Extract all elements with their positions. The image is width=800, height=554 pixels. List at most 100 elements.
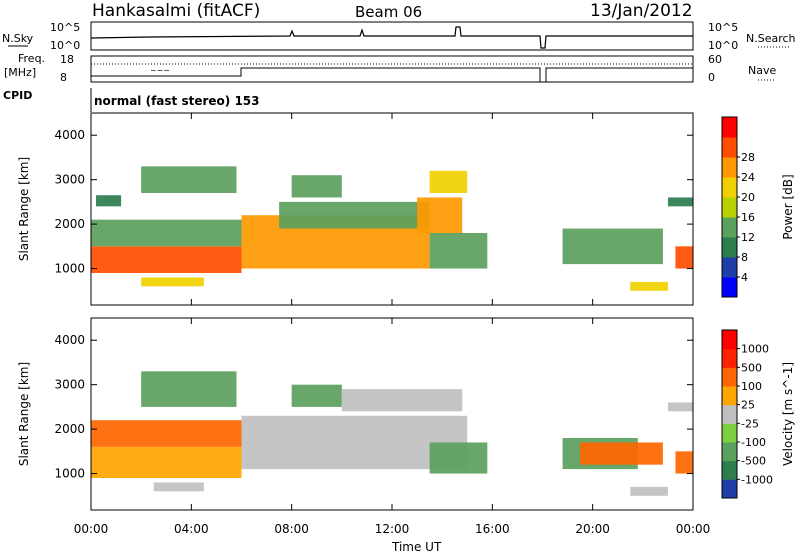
echo-region bbox=[667, 197, 693, 207]
date-label: 13/Jan/2012 bbox=[590, 1, 693, 21]
freq-noise-mark: ~~~ bbox=[150, 66, 170, 75]
echo-region bbox=[141, 371, 237, 407]
echo-region bbox=[291, 384, 342, 407]
y-tick-label: 2000 bbox=[54, 422, 85, 436]
echo-region bbox=[96, 195, 122, 207]
echo-region bbox=[341, 389, 463, 412]
colorbar-swatch bbox=[722, 157, 737, 178]
colorbar-swatch bbox=[722, 177, 737, 198]
nave-tick-high: 60 bbox=[708, 53, 722, 66]
y-tick-label: 4000 bbox=[54, 333, 85, 347]
cpid-text: normal (fast stereo) 153 bbox=[94, 94, 260, 108]
nave-tick-low: 0 bbox=[708, 71, 715, 84]
colorbar-tick-label: -100 bbox=[741, 436, 766, 449]
echo-region bbox=[562, 228, 663, 265]
colorbar-tick-label: 12 bbox=[741, 231, 755, 244]
colorbar-label: Power [dB] bbox=[781, 174, 795, 239]
colorbar-tick-label: 4 bbox=[741, 271, 748, 284]
echo-region bbox=[630, 486, 668, 496]
echo-region bbox=[291, 175, 342, 198]
echo-region bbox=[667, 402, 693, 412]
echo-region bbox=[91, 246, 242, 273]
velocity-colorbar: 1000 500 100 25 -25 -100 -500 -1000 Velocity [m … bbox=[721, 329, 795, 499]
nsky-label: N.Sky bbox=[2, 32, 34, 45]
echo-region bbox=[675, 246, 693, 269]
echo-region bbox=[153, 482, 204, 492]
noise-tick-high-left: 10^5 bbox=[50, 21, 80, 34]
colorbar-swatch bbox=[722, 197, 737, 218]
colorbar-swatch bbox=[722, 367, 737, 387]
station-title: Hankasalmi (fitACF) bbox=[92, 1, 260, 21]
colorbar-swatch bbox=[722, 348, 737, 368]
colorbar-swatch bbox=[722, 257, 737, 278]
y-tick-label: 2000 bbox=[54, 217, 85, 231]
echo-region bbox=[417, 197, 463, 233]
colorbar-tick-label: 24 bbox=[741, 171, 755, 184]
freq-trace bbox=[91, 67, 693, 83]
colorbar-tick-label: 25 bbox=[741, 399, 755, 412]
colorbar-swatch bbox=[722, 423, 737, 443]
x-tick-label: 12:00 bbox=[375, 522, 410, 536]
echo-region bbox=[630, 281, 668, 291]
echo-region bbox=[141, 277, 204, 287]
colorbar-label: Velocity [m s^-1] bbox=[781, 362, 795, 466]
plot-frame bbox=[90, 317, 694, 511]
noise-sky-trace bbox=[90, 26, 693, 49]
freq-tick-high: 18 bbox=[60, 53, 74, 66]
x-tick-label: 00:00 bbox=[676, 522, 711, 536]
y-tick-label: 4000 bbox=[54, 128, 85, 142]
x-tick-label: 00:00 bbox=[74, 522, 109, 536]
echo-region bbox=[91, 446, 242, 478]
echo-region bbox=[675, 451, 693, 474]
power-panel: 1000 2000 3000 4000 Slant Range [km] bbox=[17, 112, 694, 306]
nave-label: Nave bbox=[748, 64, 776, 77]
x-tick-label: 04:00 bbox=[174, 522, 209, 536]
colorbar-swatch bbox=[722, 137, 737, 158]
colorbar-swatch bbox=[722, 330, 737, 350]
colorbar-swatch bbox=[722, 404, 737, 424]
freq-tick-low: 8 bbox=[60, 71, 67, 84]
colorbar-tick-label: -1000 bbox=[741, 473, 773, 486]
time-axis: 00:00 04:00 08:00 12:00 16:00 20:00 00:00 bbox=[74, 522, 711, 536]
x-tick-label: 20:00 bbox=[575, 522, 610, 536]
colorbar-swatch bbox=[722, 277, 737, 298]
y-axis-label: Slant Range [km] bbox=[17, 157, 31, 261]
colorbar-swatch bbox=[722, 460, 737, 480]
noise-tick-low-left: 10^0 bbox=[50, 39, 80, 52]
y-tick-label: 3000 bbox=[54, 378, 85, 392]
beam-label: Beam 06 bbox=[355, 3, 422, 21]
colorbar-swatch bbox=[722, 442, 737, 462]
freq-label-2: [MHz] bbox=[4, 66, 36, 79]
x-axis-label: Time UT bbox=[391, 540, 442, 554]
y-tick-label: 1000 bbox=[54, 467, 85, 481]
echo-region bbox=[279, 201, 430, 229]
x-tick-label: 16:00 bbox=[475, 522, 510, 536]
y-tick-label: 3000 bbox=[54, 173, 85, 187]
echo-region bbox=[429, 233, 488, 269]
nsearch-label: N.Search bbox=[746, 32, 796, 45]
colorbar-tick-label: 100 bbox=[741, 380, 762, 393]
cpid-label: CPID bbox=[3, 89, 32, 102]
power-colorbar: 4 8 12 16 20 24 28 Power [dB] bbox=[721, 116, 795, 298]
colorbar-swatch bbox=[722, 117, 737, 138]
colorbar-tick-label: 8 bbox=[741, 251, 748, 264]
colorbar-tick-label: 1000 bbox=[741, 343, 769, 356]
colorbar-swatch bbox=[722, 217, 737, 238]
colorbar-tick-label: 500 bbox=[741, 361, 762, 374]
colorbar-swatch bbox=[722, 386, 737, 406]
x-tick-label: 08:00 bbox=[274, 522, 309, 536]
colorbar-tick-label: -25 bbox=[741, 417, 759, 430]
echo-region bbox=[91, 219, 242, 247]
echo-region bbox=[429, 170, 468, 193]
y-axis-label: Slant Range [km] bbox=[17, 362, 31, 466]
freq-label-1: Freq. bbox=[18, 52, 45, 65]
velocity-panel: 1000 2000 3000 4000 Slant Range [km] bbox=[17, 317, 694, 511]
echo-region bbox=[141, 166, 237, 193]
colorbar-tick-label: -500 bbox=[741, 455, 766, 468]
freq-panel bbox=[90, 55, 694, 83]
colorbar-frame bbox=[721, 329, 738, 499]
colorbar-tick-label: 20 bbox=[741, 191, 755, 204]
echo-region bbox=[429, 442, 488, 474]
echo-region bbox=[580, 442, 663, 465]
